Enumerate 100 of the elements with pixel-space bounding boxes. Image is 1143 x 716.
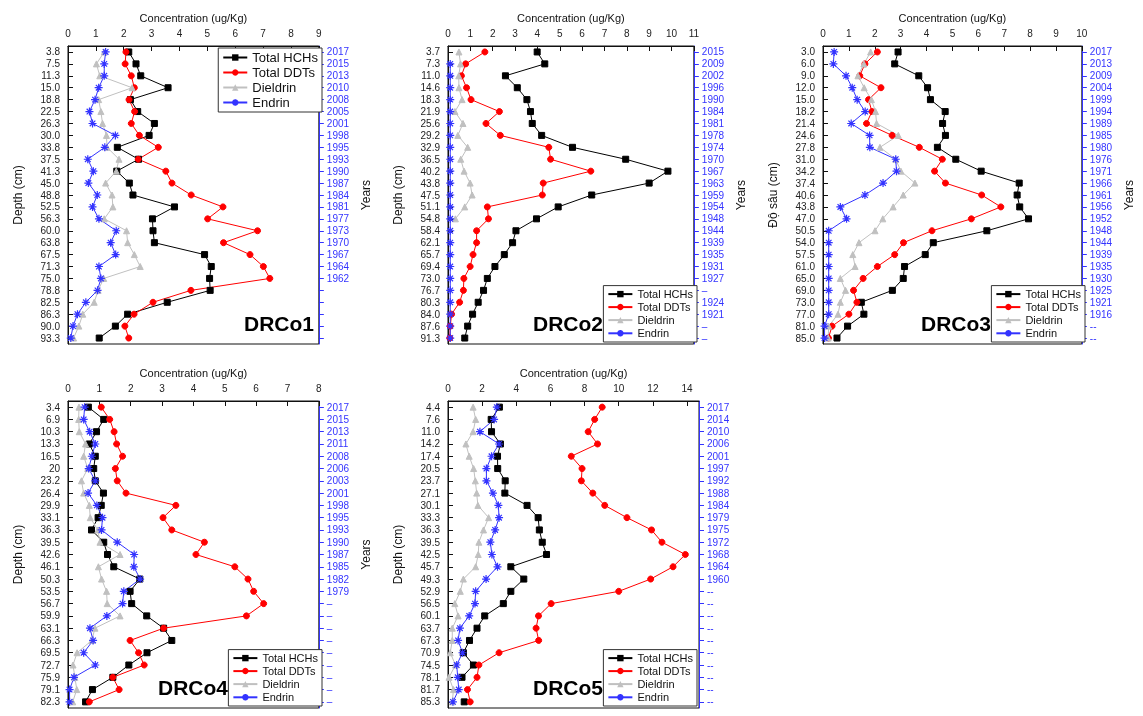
y2-tick-label: -- (707, 598, 714, 610)
y-tick-label: 71.3 (40, 261, 61, 273)
y2-tick-label: – (326, 610, 333, 622)
x-tick-label: 1 (96, 382, 103, 394)
x-tick-label: 4 (534, 27, 541, 39)
y-tick-label: 75.9 (40, 671, 61, 683)
y-tick-label: 46.1 (40, 561, 61, 573)
annotation: DRCo2 (533, 312, 604, 335)
x-tick-label: 4 (923, 27, 930, 39)
y2-tick-label: 1990 (326, 536, 350, 548)
y-tick-label: 43.8 (795, 201, 816, 213)
y2-tick-label: 2004 (1089, 82, 1113, 94)
y-tick-label: 21.9 (420, 106, 441, 118)
y-tick-label: 66.3 (40, 634, 61, 646)
y2-tick-label: 1961 (1089, 189, 1113, 201)
y-tick-label: 23.2 (40, 475, 61, 487)
x-tick-label: 6 (232, 27, 239, 39)
annotation: DRCo1 (244, 312, 315, 335)
y-tick-label: 73.0 (795, 296, 816, 308)
y2-tick-label: 1992 (707, 475, 730, 487)
y2-tick-label: 1978 (701, 129, 725, 141)
y2-tick-label: 1963 (701, 177, 725, 189)
x-axis-title: Concentration (ug/Kg) (519, 366, 628, 379)
y-tick-label: 29.9 (40, 499, 61, 511)
legend-label: Total DDTs (1025, 301, 1080, 314)
y-tick-label: 63.1 (40, 622, 61, 634)
y-tick-label: 86.3 (40, 308, 61, 320)
x-tick-label: 6 (547, 382, 554, 394)
y-tick-label: 57.5 (795, 249, 816, 261)
y2-tick-label: – (326, 647, 333, 659)
legend-label: Dieldrin (262, 678, 300, 691)
y-tick-label: 82.5 (40, 296, 61, 308)
x-tick-label: 6 (579, 27, 586, 39)
x-tick-label: 2 (127, 382, 134, 394)
y2-tick-label: 2013 (326, 426, 350, 438)
y-tick-label: 13.3 (40, 438, 61, 450)
x-tick-label: 9 (316, 27, 323, 39)
y2-tick-label: 2005 (326, 106, 350, 118)
y-tick-label: 47.0 (795, 213, 816, 225)
y2-tick-label: 1981 (701, 117, 725, 129)
y2-tick-label: 2014 (707, 413, 730, 425)
y2-tick-label: 1921 (701, 308, 725, 320)
y2-tick-label: 2013 (326, 70, 350, 82)
y2-tick-label: – (326, 598, 333, 610)
y-tick-label: 48.8 (40, 189, 61, 201)
x-tick-label: 6 (975, 27, 982, 39)
x-tick-label: 7 (1001, 27, 1008, 39)
legend-label: Total DDTs (637, 665, 692, 678)
y-tick-label: 62.1 (420, 237, 441, 249)
y-tick-label: 56.5 (420, 598, 441, 610)
y-tick-label: 7.3 (426, 58, 441, 70)
y-tick-label: 45.7 (420, 561, 441, 573)
annotation: DRCo4 (158, 676, 229, 699)
y-tick-label: 31.0 (795, 153, 816, 165)
y-tick-label: 58.4 (420, 225, 441, 237)
y-tick-label: 37.5 (40, 153, 61, 165)
x-tick-label: 0 (445, 27, 452, 39)
x-tick-label: 3 (897, 27, 904, 39)
y2-tick-label: 2006 (326, 463, 350, 475)
y-tick-label: 30.1 (420, 499, 441, 511)
x-tick-label: 2 (489, 27, 496, 39)
y-tick-label: 36.5 (420, 153, 441, 165)
x-tick-label: 8 (316, 382, 323, 394)
y2-tick-label: 2001 (707, 450, 730, 462)
y-tick-label: 93.3 (40, 332, 61, 344)
x-tick-label: 2 (479, 382, 486, 394)
x-axis-title: Concentration (ug/Kg) (517, 11, 625, 24)
y2-tick-label: 1966 (1089, 177, 1113, 189)
x-tick-label: 11 (688, 27, 700, 39)
y2-tick-label: 1927 (701, 272, 725, 284)
y2-tick-label: 1944 (1089, 237, 1113, 249)
y2-tick-label: 2010 (326, 82, 350, 94)
y2-tick-label: 2017 (707, 401, 730, 413)
y-tick-label: 3.8 (46, 46, 61, 58)
y-axis-title: Depth (cm) (11, 524, 25, 585)
y-tick-label: 24.6 (795, 129, 816, 141)
y-tick-label: 80.3 (420, 296, 441, 308)
y2-tick-label: 1956 (1089, 201, 1113, 213)
y-tick-label: 47.5 (420, 189, 441, 201)
y2-axis-title: Years (359, 179, 373, 211)
y2-tick-label: 1979 (707, 512, 730, 524)
y-tick-label: 7.5 (46, 58, 61, 70)
y-tick-label: 69.0 (795, 284, 816, 296)
y-tick-label: 3.4 (46, 401, 61, 413)
y-tick-label: 3.0 (801, 46, 816, 58)
y2-tick-label: 1998 (326, 499, 350, 511)
y-tick-label: 26.4 (40, 487, 61, 499)
y2-tick-label: 2008 (326, 94, 350, 106)
x-tick-label: 3 (148, 27, 155, 39)
y-tick-label: 11.3 (41, 70, 61, 82)
y-tick-label: 42.6 (40, 549, 61, 560)
y-tick-label: 23.7 (420, 475, 441, 487)
y-tick-label: 18.3 (420, 94, 441, 106)
legend-label: Endrin (262, 691, 295, 704)
y2-tick-label: 1964 (326, 261, 350, 273)
y2-tick-label: 1964 (707, 561, 730, 573)
y-tick-label: 81.7 (420, 684, 441, 696)
x-tick-label: 0 (65, 27, 72, 39)
y2-tick-label: 2013 (1089, 58, 1113, 70)
x-tick-label: 5 (556, 27, 563, 39)
